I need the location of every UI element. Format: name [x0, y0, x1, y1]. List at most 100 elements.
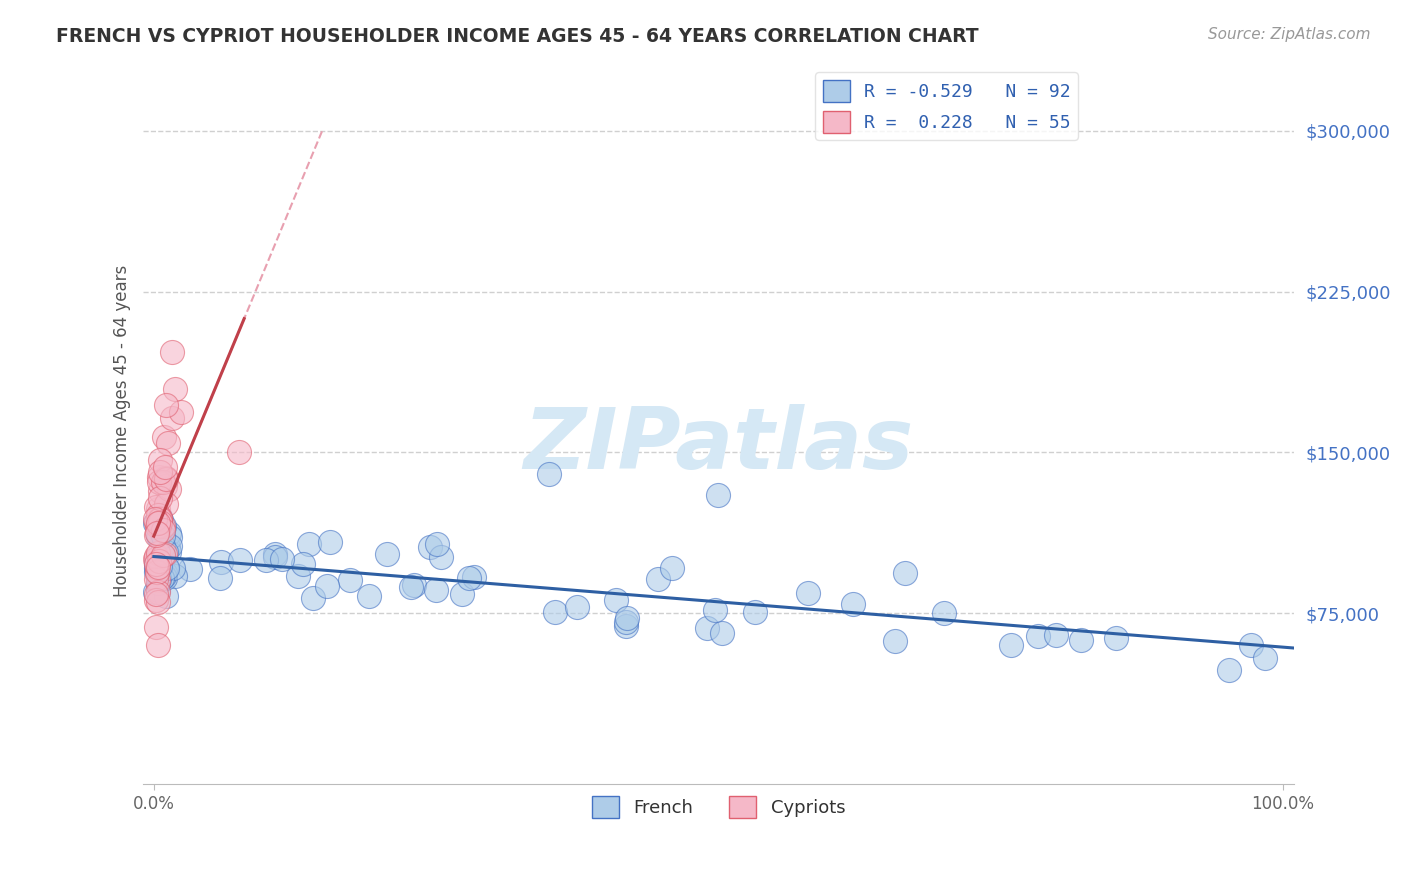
Point — [145, 565, 167, 579]
Point — [159, 540, 181, 554]
Point — [796, 586, 818, 600]
Point — [157, 436, 180, 450]
Point — [146, 560, 169, 574]
Point — [155, 497, 177, 511]
Point — [145, 560, 167, 574]
Point — [152, 475, 174, 490]
Point — [152, 539, 174, 553]
Point — [148, 638, 170, 652]
Point — [614, 615, 637, 629]
Point — [155, 548, 177, 562]
Point — [614, 619, 637, 633]
Point — [149, 466, 172, 480]
Point — [157, 540, 180, 554]
Point — [146, 525, 169, 540]
Point — [145, 592, 167, 607]
Point — [458, 571, 481, 585]
Point — [148, 569, 170, 583]
Point — [254, 553, 277, 567]
Point — [661, 561, 683, 575]
Point — [419, 540, 441, 554]
Point — [298, 537, 321, 551]
Point — [146, 529, 169, 543]
Point — [152, 519, 174, 533]
Point — [157, 525, 180, 540]
Point — [538, 467, 561, 481]
Point — [744, 605, 766, 619]
Point — [155, 471, 177, 485]
Point — [155, 545, 177, 559]
Point — [153, 479, 176, 493]
Point — [160, 344, 183, 359]
Point — [1218, 663, 1240, 677]
Point — [149, 453, 172, 467]
Point — [150, 571, 173, 585]
Point — [264, 547, 287, 561]
Point — [148, 554, 170, 568]
Point — [145, 549, 167, 564]
Point — [375, 547, 398, 561]
Point — [149, 510, 172, 524]
Point — [146, 516, 169, 531]
Point — [146, 566, 169, 580]
Point — [707, 488, 730, 502]
Point — [316, 579, 339, 593]
Point — [143, 512, 166, 526]
Point — [146, 546, 169, 560]
Point — [155, 559, 177, 574]
Point — [152, 523, 174, 537]
Point — [155, 589, 177, 603]
Point — [153, 460, 176, 475]
Point — [145, 555, 167, 569]
Point — [149, 555, 172, 569]
Point — [148, 475, 170, 490]
Point — [146, 564, 169, 578]
Point — [145, 587, 167, 601]
Point — [163, 383, 186, 397]
Point — [647, 572, 669, 586]
Point — [145, 560, 167, 574]
Point — [170, 404, 193, 418]
Point — [426, 537, 449, 551]
Point — [357, 589, 380, 603]
Point — [149, 510, 172, 524]
Point — [1254, 650, 1277, 665]
Point — [319, 534, 342, 549]
Point — [162, 561, 184, 575]
Point — [149, 491, 172, 506]
Point — [696, 622, 718, 636]
Point — [1105, 632, 1128, 646]
Point — [339, 574, 361, 588]
Point — [463, 570, 485, 584]
Point — [605, 593, 627, 607]
Point — [152, 549, 174, 563]
Point — [149, 558, 172, 573]
Point — [1240, 639, 1263, 653]
Point — [148, 519, 170, 533]
Point — [152, 529, 174, 543]
Point — [148, 529, 170, 543]
Point — [149, 484, 172, 499]
Point — [301, 591, 323, 605]
Point — [146, 582, 169, 597]
Point — [145, 558, 167, 572]
Text: FRENCH VS CYPRIOT HOUSEHOLDER INCOME AGES 45 - 64 YEARS CORRELATION CHART: FRENCH VS CYPRIOT HOUSEHOLDER INCOME AGE… — [56, 27, 979, 45]
Point — [146, 551, 169, 566]
Point — [152, 518, 174, 533]
Point — [149, 512, 172, 526]
Point — [156, 561, 179, 575]
Point — [165, 569, 187, 583]
Point — [263, 549, 285, 564]
Point — [143, 551, 166, 566]
Point — [148, 576, 170, 591]
Point — [145, 500, 167, 515]
Point — [425, 583, 447, 598]
Point — [228, 445, 250, 459]
Point — [842, 598, 865, 612]
Point — [155, 472, 177, 486]
Point — [291, 557, 314, 571]
Point — [894, 566, 917, 580]
Point — [159, 530, 181, 544]
Point — [145, 518, 167, 533]
Point — [148, 567, 170, 582]
